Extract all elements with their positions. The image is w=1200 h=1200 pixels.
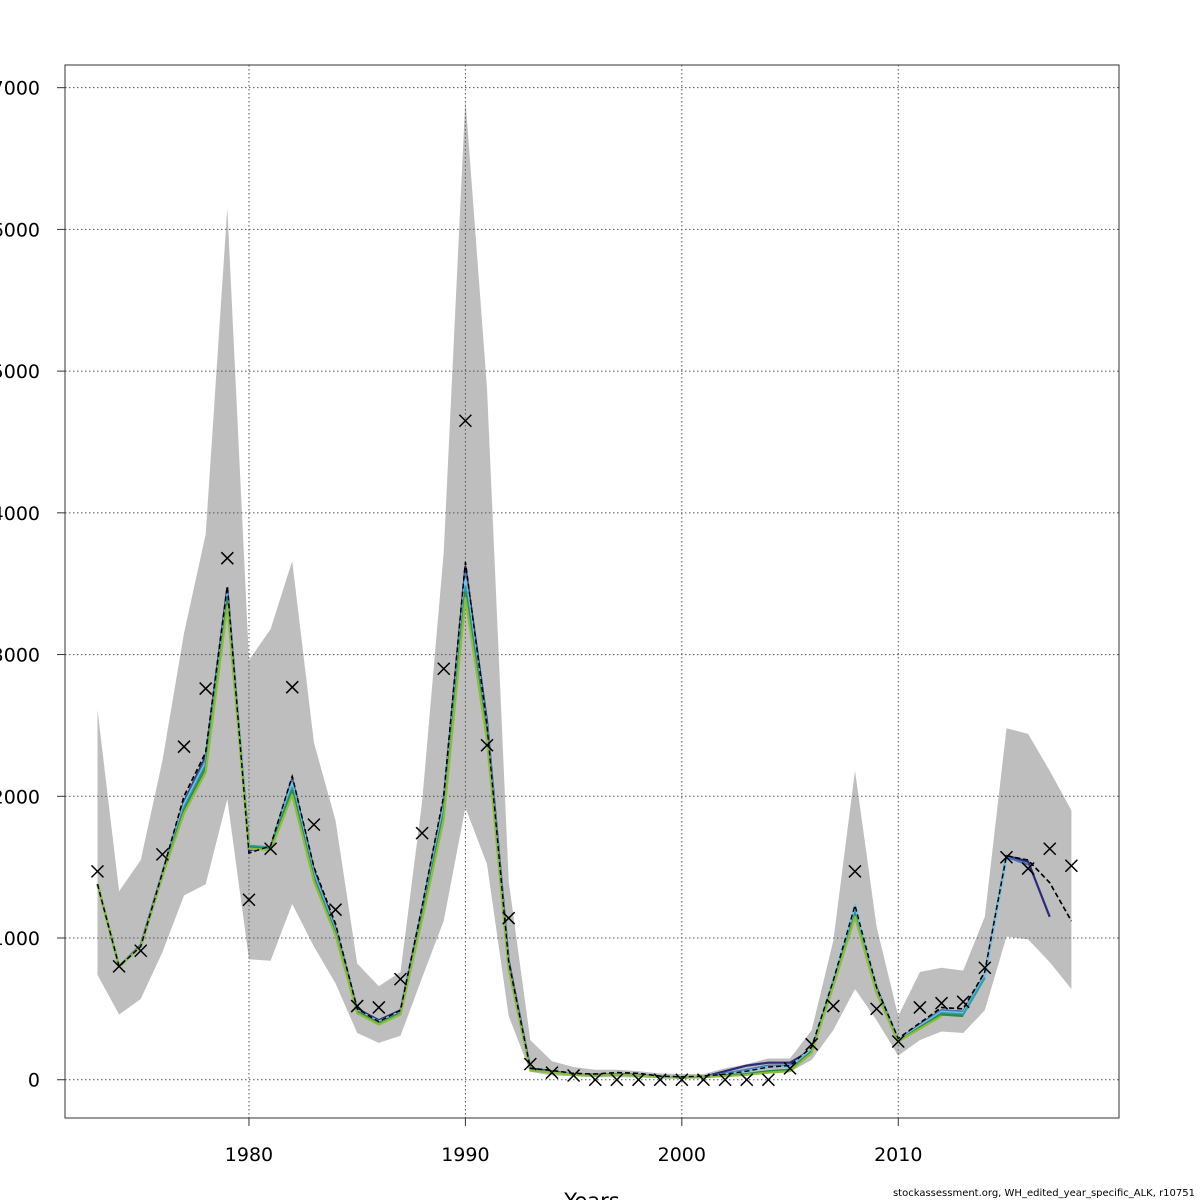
observation-point (588, 1073, 602, 1087)
y-tick-label: 4000 (0, 503, 40, 525)
observation-point (437, 662, 451, 676)
observation-point (1043, 842, 1057, 856)
observation-point (415, 826, 429, 840)
y-tick-label: 0 (28, 1070, 40, 1092)
observation-point (1064, 859, 1078, 873)
observation-point (480, 738, 494, 752)
observation-point (718, 1073, 732, 1087)
observation-point (978, 961, 992, 975)
observation-point (220, 551, 234, 565)
observation-point (848, 864, 862, 878)
y-tick-label: 3000 (0, 645, 40, 667)
observation-point (350, 999, 364, 1013)
observation-point (891, 1034, 905, 1049)
observation-point (502, 911, 516, 925)
grid-layer (65, 65, 1119, 1118)
observation-point (870, 1002, 884, 1016)
observation-point (307, 818, 321, 832)
credit-text: stockassessment.org, WH_edited_year_spec… (893, 1188, 1195, 1199)
plot-frame (64, 64, 1120, 1119)
observation-point (740, 1073, 754, 1087)
observation-point (90, 864, 104, 878)
observation-point (155, 847, 169, 861)
x-tick-label: 1990 (441, 1144, 489, 1166)
observation-point (761, 1073, 775, 1087)
observation-point (1021, 862, 1035, 876)
observation-point (393, 972, 407, 986)
x-axis-title: Years (563, 1189, 619, 1200)
observation-point (783, 1061, 797, 1075)
confidence-band (97, 99, 1072, 1079)
observation-point (329, 903, 343, 917)
observation-point (934, 996, 949, 1010)
observation-point (545, 1066, 559, 1080)
observation-point (653, 1073, 667, 1087)
observation-point (826, 999, 840, 1013)
y-tick-label: 5000 (0, 361, 40, 383)
x-tick-label: 1980 (225, 1144, 273, 1166)
observation-point (523, 1057, 537, 1071)
observation-layer (90, 414, 1078, 1087)
observation-point (999, 850, 1013, 864)
series-layer (96, 561, 1073, 1079)
observation-point (134, 944, 148, 958)
observation-point (805, 1037, 819, 1051)
observation-point (285, 680, 299, 694)
observation-point (696, 1073, 710, 1087)
observation-point (675, 1073, 689, 1087)
x-tick-label: 2000 (658, 1144, 706, 1166)
observation-point (610, 1073, 624, 1087)
observation-point (264, 842, 278, 856)
observation-point (199, 682, 213, 696)
y-tick-label: 2000 (0, 786, 40, 808)
observation-point (177, 740, 191, 754)
y-tick-label: 6000 (0, 219, 40, 241)
observation-point (913, 1000, 927, 1014)
observation-point (112, 959, 126, 973)
observation-point (242, 893, 256, 907)
observation-point (372, 1000, 386, 1014)
observation-point (956, 995, 970, 1009)
y-tick-label: 7000 (0, 78, 40, 100)
band-layer (97, 99, 1072, 1079)
observation-point (458, 414, 472, 428)
x-tick-label: 2010 (874, 1144, 922, 1166)
observation-point (567, 1068, 581, 1083)
observation-point (632, 1073, 646, 1087)
series-line-1-overlay (96, 562, 1073, 1078)
